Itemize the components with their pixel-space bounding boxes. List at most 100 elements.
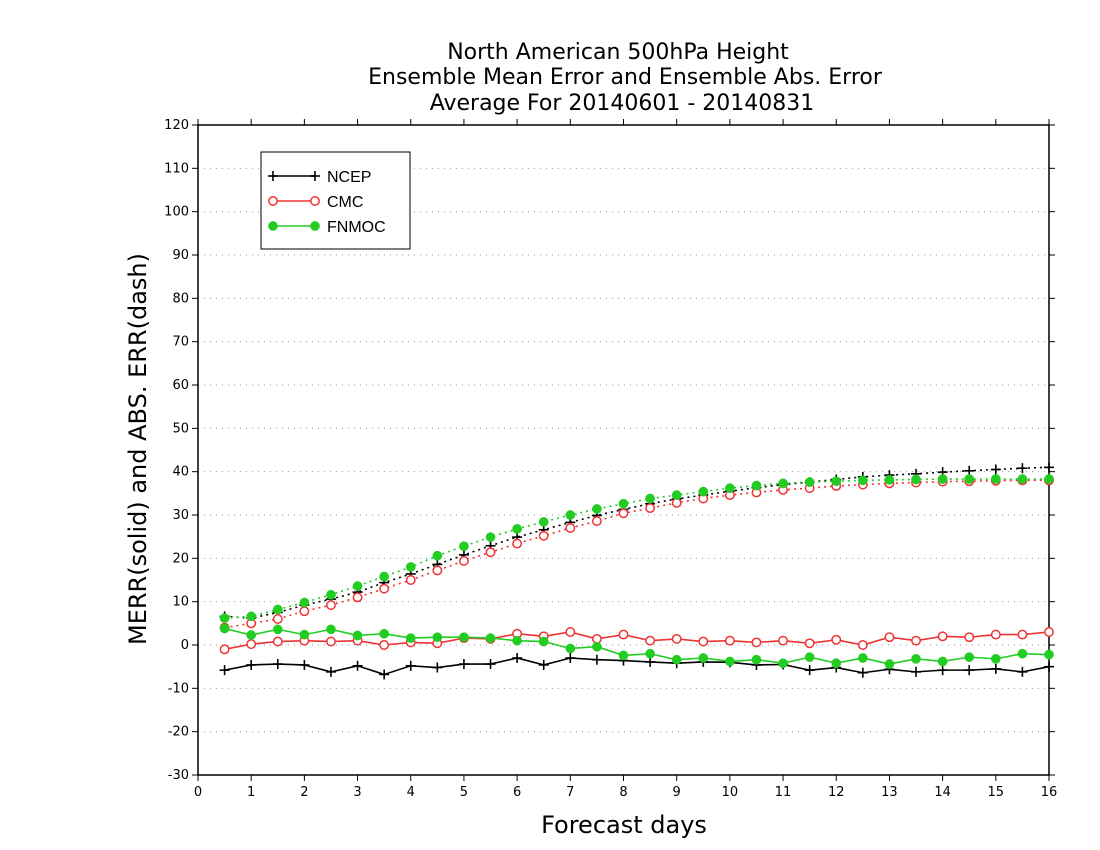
point-merr-ncep: [272, 659, 283, 670]
line-abs-err-ncep: [224, 466, 1050, 619]
point-merr-cmc: [591, 633, 602, 644]
line-merr-cmc: [224, 631, 1050, 651]
y-tick-label: 30: [172, 508, 189, 523]
point-merr-fnmoc: [219, 623, 230, 634]
point-abs-err-fnmoc: [326, 589, 336, 600]
point-merr-ncep: [911, 666, 922, 677]
point-merr-ncep: [565, 653, 576, 663]
chart-title-line-3: Average For 20140601 - 20140831: [430, 91, 815, 116]
legend: NCEP CMC FNMOC: [260, 151, 411, 250]
point-abs-err-fnmoc: [831, 476, 842, 487]
point-merr-cmc: [698, 636, 709, 647]
y-tick-label: -10: [168, 681, 189, 696]
legend-label-fnmoc: FNMOC: [327, 219, 386, 236]
legend-item-cmc: CMC: [268, 194, 363, 211]
point-merr-ncep: [645, 656, 656, 667]
point-abs-err-fnmoc: [937, 474, 948, 484]
point-merr-cmc: [751, 637, 762, 648]
series-fnmoc: [219, 474, 1054, 669]
legend-item-fnmoc: FNMOC: [268, 219, 386, 236]
point-abs-err-cmc: [565, 523, 576, 533]
point-merr-fnmoc: [884, 659, 895, 669]
x-tick-label: 13: [881, 785, 898, 800]
point-merr-cmc: [831, 634, 842, 645]
point-merr-fnmoc: [964, 652, 975, 662]
x-tick-label: 4: [407, 785, 415, 800]
chart-title-line-2: Ensemble Mean Error and Ensemble Abs. Er…: [368, 65, 883, 90]
point-abs-err-fnmoc: [1017, 474, 1028, 484]
y-tick-label: 70: [172, 335, 189, 350]
point-merr-cmc: [1017, 629, 1028, 640]
x-tick-label: 1: [247, 785, 255, 800]
point-abs-err-ncep: [1017, 463, 1028, 474]
point-abs-err-fnmoc: [592, 504, 602, 514]
legend-marker-cmc: [310, 196, 320, 206]
point-merr-cmc: [645, 635, 656, 646]
point-abs-err-fnmoc: [565, 510, 576, 520]
y-tick-label: 100: [164, 205, 189, 220]
x-tick-label: 3: [353, 785, 361, 800]
point-merr-ncep: [405, 660, 416, 671]
point-merr-cmc: [911, 635, 921, 646]
y-tick-label: 80: [172, 291, 189, 306]
point-merr-fnmoc: [778, 658, 788, 669]
point-merr-fnmoc: [857, 653, 868, 663]
point-abs-err-fnmoc: [778, 478, 788, 489]
point-merr-ncep: [937, 665, 948, 676]
point-merr-fnmoc: [565, 643, 576, 654]
y-tick-label: -20: [168, 725, 189, 740]
point-abs-err-cmc: [432, 565, 443, 576]
point-abs-err-cmc: [671, 497, 682, 508]
point-abs-err-fnmoc: [857, 475, 868, 486]
point-merr-ncep: [458, 659, 469, 670]
line-abs-err-fnmoc: [224, 478, 1049, 619]
point-merr-fnmoc: [990, 654, 1001, 664]
point-abs-err-fnmoc: [405, 562, 416, 572]
point-merr-cmc: [1044, 627, 1054, 637]
point-abs-err-cmc: [645, 503, 656, 514]
line-merr-fnmoc: [224, 627, 1050, 665]
y-axis-label: MERR(solid) and ABS. ERR(dash): [124, 253, 152, 645]
point-merr-ncep: [325, 666, 336, 677]
point-merr-cmc: [804, 638, 815, 649]
point-merr-ncep: [990, 663, 1001, 674]
point-abs-err-fnmoc: [432, 550, 443, 561]
point-merr-fnmoc: [512, 635, 522, 646]
point-merr-ncep: [379, 669, 390, 680]
point-merr-cmc: [219, 644, 230, 655]
point-abs-err-cmc: [405, 575, 416, 585]
point-merr-ncep: [804, 665, 815, 676]
point-merr-ncep: [512, 653, 523, 663]
legend-marker-fnmoc: [310, 221, 320, 231]
point-abs-err-fnmoc: [911, 474, 921, 485]
point-merr-fnmoc: [405, 633, 416, 643]
point-abs-err-cmc: [379, 583, 390, 594]
point-abs-err-fnmoc: [751, 480, 762, 491]
point-merr-fnmoc: [459, 632, 469, 643]
point-merr-cmc: [618, 629, 629, 640]
y-tick-label: 50: [172, 421, 189, 436]
point-merr-cmc: [964, 632, 975, 643]
y-tick-label: 40: [172, 465, 189, 480]
point-merr-cmc: [326, 636, 336, 647]
point-merr-fnmoc: [246, 630, 257, 640]
y-tick-label: 110: [164, 161, 189, 176]
point-abs-err-fnmoc: [538, 517, 549, 527]
point-abs-err-fnmoc: [645, 493, 655, 504]
point-merr-fnmoc: [831, 658, 842, 669]
point-merr-cmc: [778, 635, 789, 646]
point-abs-err-ncep: [990, 464, 1001, 475]
point-merr-fnmoc: [671, 654, 682, 665]
legend-marker-cmc: [268, 196, 278, 206]
point-abs-err-fnmoc: [618, 498, 629, 509]
point-merr-fnmoc: [804, 652, 815, 662]
point-merr-cmc: [379, 640, 390, 650]
point-abs-err-fnmoc: [299, 597, 310, 608]
x-tick-label: 15: [988, 785, 1005, 800]
point-merr-fnmoc: [379, 628, 390, 639]
point-abs-err-fnmoc: [725, 483, 735, 493]
x-tick-label: 2: [300, 785, 308, 800]
legend-marker-ncep: [268, 171, 278, 181]
legend-label-cmc: CMC: [327, 194, 363, 211]
point-merr-fnmoc: [592, 641, 602, 652]
